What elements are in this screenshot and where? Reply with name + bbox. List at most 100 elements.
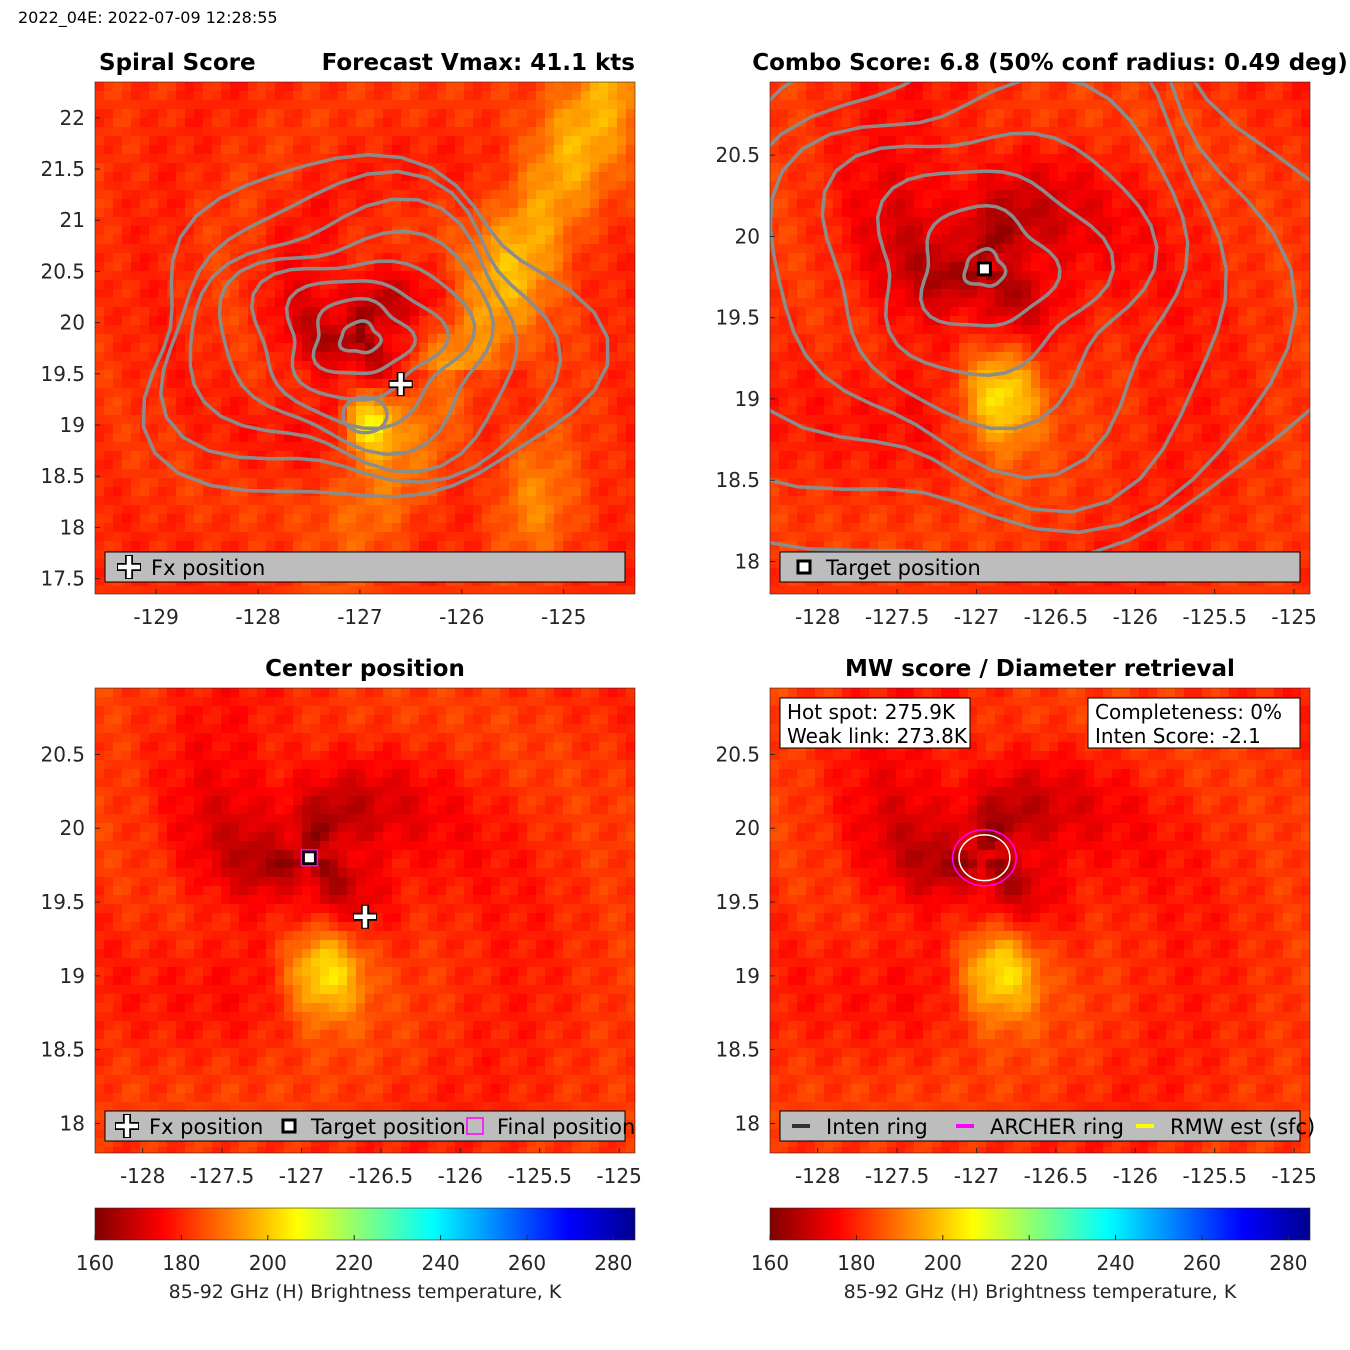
colorbar-tick-label: 260 bbox=[508, 1251, 546, 1275]
y-tick-label: 21.5 bbox=[40, 157, 85, 181]
x-tick-label: -126 bbox=[1113, 1164, 1158, 1188]
y-tick-label: 20 bbox=[735, 224, 760, 248]
y-tick-label: 20.5 bbox=[40, 259, 85, 283]
legend-label: Fx position bbox=[149, 1115, 263, 1139]
x-tick-label: -125 bbox=[596, 1164, 641, 1188]
x-tick-label: -126 bbox=[438, 1164, 483, 1188]
x-tick-label: -125.5 bbox=[1182, 605, 1246, 629]
legend-label: Target position bbox=[310, 1115, 466, 1139]
panel-title-right: Forecast Vmax: 41.1 kts bbox=[322, 50, 635, 76]
colorbar-label: 85-92 GHz (H) Brightness temperature, K bbox=[844, 1281, 1237, 1303]
completeness-text: Completeness: 0% bbox=[1095, 700, 1282, 724]
x-tick-label: -126.5 bbox=[1024, 605, 1088, 629]
axes-box-combo bbox=[769, 81, 1311, 595]
colorbar-label: 85-92 GHz (H) Brightness temperature, K bbox=[169, 1281, 562, 1303]
panel-title: MW score / Diameter retrieval bbox=[845, 656, 1235, 682]
y-tick-label: 19.5 bbox=[715, 306, 760, 330]
x-tick-label: -125 bbox=[1271, 605, 1316, 629]
y-tick-label: 19 bbox=[60, 964, 85, 988]
legend-target-icon bbox=[796, 559, 812, 575]
legend-fx-icon bbox=[118, 556, 140, 578]
fx-position-marker bbox=[388, 372, 413, 397]
contour-line bbox=[141, 153, 610, 499]
legend-box bbox=[779, 1110, 1301, 1142]
y-tick-label: 18.5 bbox=[715, 468, 760, 492]
y-tick-label: 18 bbox=[60, 1111, 85, 1135]
y-tick-label: 19 bbox=[60, 413, 85, 437]
legend-label: Fx position bbox=[151, 556, 265, 580]
y-tick-label: 20 bbox=[735, 816, 760, 840]
panel-title-left: Spiral Score bbox=[99, 50, 256, 76]
legend-combo: Target position bbox=[779, 551, 1301, 583]
y-tick-label: 20 bbox=[60, 816, 85, 840]
y-tick-label: 19 bbox=[735, 387, 760, 411]
x-tick-label: -127.5 bbox=[865, 1164, 929, 1188]
rmw-ring bbox=[958, 834, 1011, 882]
colorbar-tick-label: 160 bbox=[76, 1251, 114, 1275]
colorbar-tick-label: 180 bbox=[837, 1251, 875, 1275]
hot-spot-text: Hot spot: 275.9K bbox=[787, 700, 956, 724]
axes-box-center bbox=[94, 687, 636, 1154]
contour-line bbox=[770, 82, 1310, 562]
legend-label: Final position bbox=[497, 1115, 635, 1139]
contour-line bbox=[337, 319, 383, 355]
x-tick-label: -126.5 bbox=[1024, 1164, 1088, 1188]
legend-box bbox=[779, 551, 1301, 583]
colorbar-gradient bbox=[769, 1207, 1311, 1241]
y-tick-label: 20 bbox=[60, 311, 85, 335]
y-tick-label: 18 bbox=[735, 549, 760, 573]
x-tick-label: -125 bbox=[1271, 1164, 1316, 1188]
legend-box bbox=[104, 1110, 626, 1142]
colorbar-tick-label: 220 bbox=[1010, 1251, 1048, 1275]
final-position-marker bbox=[300, 849, 319, 867]
y-tick-label: 18.5 bbox=[715, 1038, 760, 1062]
x-tick-label: -127 bbox=[337, 605, 382, 629]
fx-position-marker bbox=[353, 904, 377, 929]
x-tick-label: -126.5 bbox=[349, 1164, 413, 1188]
y-tick-label: 18.5 bbox=[40, 1038, 85, 1062]
contour-line bbox=[188, 197, 519, 474]
contour-line bbox=[250, 259, 477, 431]
panel-title: Combo Score: 6.8 (50% conf radius: 0.49 … bbox=[752, 50, 1347, 76]
figure-header: 2022_04E: 2022-07-09 12:28:55 bbox=[18, 8, 278, 27]
contours-combo bbox=[770, 82, 1310, 562]
x-tick-label: -127.5 bbox=[865, 605, 929, 629]
contour-line bbox=[770, 82, 1228, 514]
contour-line bbox=[158, 169, 563, 485]
colorbar-tick-label: 180 bbox=[162, 1251, 200, 1275]
x-tick-label: -125 bbox=[541, 605, 586, 629]
legend-fx-icon bbox=[116, 1115, 138, 1137]
colorbar-tick-label: 280 bbox=[594, 1251, 632, 1275]
x-tick-label: -127 bbox=[954, 605, 999, 629]
x-tick-label: -127 bbox=[279, 1164, 324, 1188]
hot-spot-box bbox=[779, 697, 971, 749]
y-tick-label: 20.5 bbox=[40, 742, 85, 766]
y-tick-label: 18.5 bbox=[40, 464, 85, 488]
x-tick-label: -126 bbox=[1113, 605, 1158, 629]
y-tick-label: 20.5 bbox=[715, 742, 760, 766]
contour-line bbox=[311, 296, 418, 376]
x-tick-label: -128 bbox=[795, 1164, 840, 1188]
contour-line bbox=[820, 131, 1159, 431]
colorbar-tick-label: 260 bbox=[1183, 1251, 1221, 1275]
x-tick-label: -128 bbox=[120, 1164, 165, 1188]
completeness-text: Inten Score: -2.1 bbox=[1095, 724, 1261, 748]
legend-label: Target position bbox=[825, 556, 981, 580]
completeness-box bbox=[1087, 697, 1301, 749]
x-tick-label: -128 bbox=[235, 605, 280, 629]
colorbar-tick-label: 200 bbox=[924, 1251, 962, 1275]
y-tick-label: 19.5 bbox=[715, 890, 760, 914]
y-tick-label: 19.5 bbox=[40, 362, 85, 386]
panel-title: Center position bbox=[265, 656, 465, 682]
y-tick-label: 18 bbox=[735, 1111, 760, 1135]
legend-target-icon bbox=[281, 1118, 297, 1134]
contours-spiral bbox=[141, 153, 610, 499]
y-tick-label: 17.5 bbox=[40, 567, 85, 591]
target-position-marker bbox=[976, 261, 992, 277]
y-tick-label: 19 bbox=[735, 964, 760, 988]
legend-label: RMW est (sfc) bbox=[1170, 1115, 1315, 1139]
legend-label: Inten ring bbox=[826, 1115, 928, 1139]
axes-box-mw bbox=[769, 687, 1311, 1154]
x-tick-label: -127.5 bbox=[190, 1164, 254, 1188]
panel-mw: -128 -127.5 -127 -126.5 -126 -125.5 -125 18 18.5… bbox=[715, 656, 1316, 1188]
